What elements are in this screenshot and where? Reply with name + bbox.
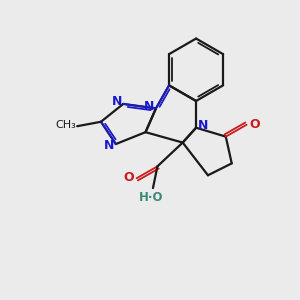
Text: N: N [197,119,208,132]
Text: H·O: H·O [139,191,164,204]
Text: O: O [123,171,134,184]
Text: N: N [144,100,154,112]
Text: N: N [104,139,115,152]
Text: CH₃: CH₃ [56,120,76,130]
Text: N: N [112,95,122,108]
Text: O: O [250,118,260,131]
